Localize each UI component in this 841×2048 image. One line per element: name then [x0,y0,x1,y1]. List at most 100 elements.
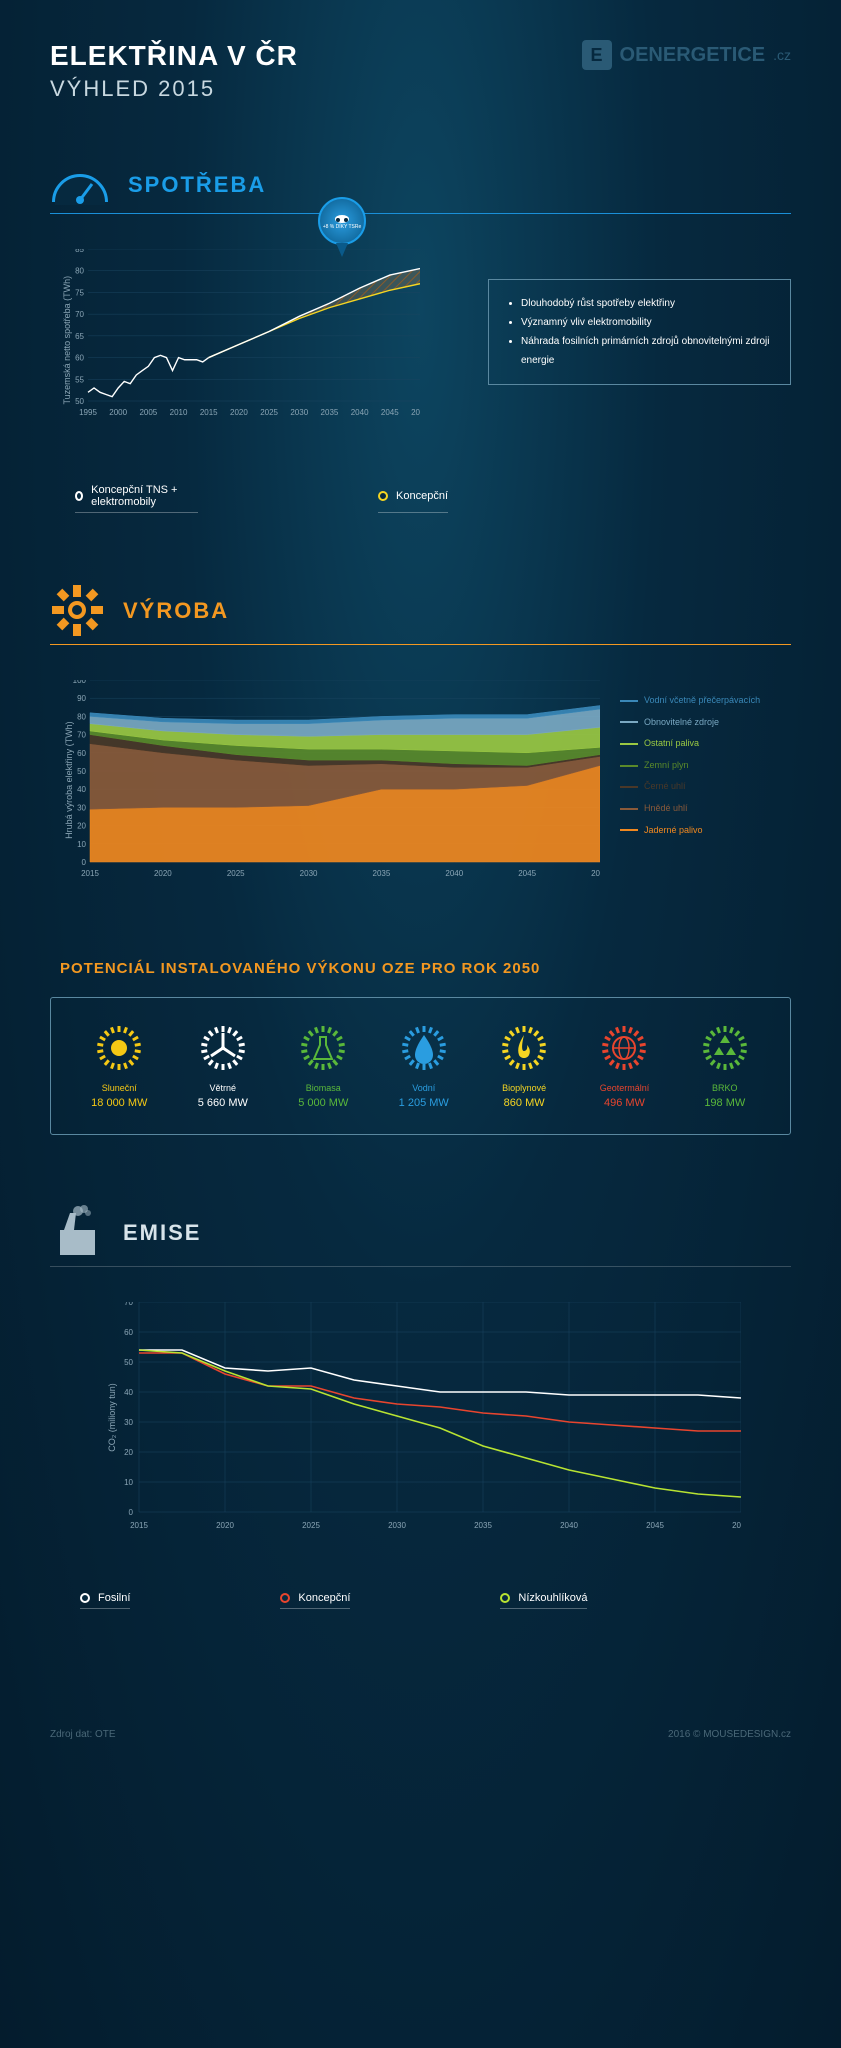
svg-text:2050: 2050 [411,408,420,417]
bullet: Náhrada fosilních primárních zdrojů obno… [521,332,772,370]
svg-text:1995: 1995 [79,408,97,417]
svg-text:10: 10 [77,840,86,849]
svg-text:2005: 2005 [139,408,157,417]
svg-text:2015: 2015 [130,1521,148,1530]
svg-text:2025: 2025 [302,1521,320,1530]
page-subtitle: VÝHLED 2015 [50,76,298,102]
legend-label: Koncepční [396,490,448,502]
brand-logo: E OENERGETICE.cz [582,40,791,70]
svg-text:60: 60 [77,749,86,758]
potential-item: BRKO198 MW [700,1023,750,1109]
svg-text:30: 30 [77,803,86,812]
svg-text:0: 0 [82,858,87,867]
bullet: Dlouhodobý růst spotřeby elektřiny [521,294,772,313]
potential-item: Větrné5 660 MW [198,1023,248,1109]
legend-label: Koncepční [298,1592,350,1604]
brand-icon: E [582,40,612,70]
svg-text:80: 80 [77,712,86,721]
svg-text:60: 60 [124,1328,133,1337]
svg-text:2030: 2030 [388,1521,406,1530]
svg-text:100: 100 [73,680,87,685]
chart2-legend: Vodní včetně přečerpávacíchObnovitelné z… [620,680,760,910]
svg-text:2050: 2050 [732,1521,741,1530]
brand-suffix: .cz [773,47,791,63]
page-title: ELEKTŘINA V ČR [50,40,298,72]
potential-title: POTENCIÁL INSTALOVANÉHO VÝKONU OZE PRO R… [50,960,791,977]
svg-text:2035: 2035 [321,408,339,417]
svg-text:50: 50 [75,397,84,406]
section-title: EMISE [123,1220,201,1246]
bullets-box: Dlouhodobý růst spotřeby elektřiny Význa… [488,279,791,385]
legend-item: Zemní plyn [620,755,760,777]
svg-text:85: 85 [75,249,84,254]
svg-text:40: 40 [77,785,86,794]
svg-text:2030: 2030 [300,869,318,878]
section-spotreba: SPOTŘEBA +8 % DÍKY TSRe 5055606570758085… [50,162,791,513]
legend-item: Černé uhlí [620,776,760,798]
svg-text:Hrubá výroba elektřiny (TWh): Hrubá výroba elektřiny (TWh) [64,721,74,839]
svg-text:2015: 2015 [81,869,99,878]
legend-label: Fosilní [98,1592,130,1604]
svg-text:40: 40 [124,1388,133,1397]
svg-text:50: 50 [77,767,86,776]
legend-label: Koncepční TNS + elektromobily [91,484,198,508]
chimney-icon [50,1205,105,1260]
potential-item: Sluneční18 000 MW [91,1023,147,1109]
svg-text:2035: 2035 [373,869,391,878]
section-vyroba: VÝROBA 010203040506070809010020152020202… [50,583,791,1135]
svg-text:70: 70 [77,731,86,740]
svg-text:2040: 2040 [445,869,463,878]
svg-text:20: 20 [124,1448,133,1457]
svg-text:10: 10 [124,1478,133,1487]
potential-item: Vodní1 205 MW [399,1023,449,1109]
svg-text:2020: 2020 [216,1521,234,1530]
footer-source: Zdroj dat: OTE [50,1729,116,1740]
svg-text:0: 0 [128,1508,133,1517]
svg-text:2040: 2040 [351,408,369,417]
legend-label: Nízkouhlíková [518,1592,587,1604]
svg-text:Tuzemská netto spotřeba (TWh): Tuzemská netto spotřeba (TWh) [62,276,72,405]
chart1-legend: Koncepční TNS + elektromobily Koncepční [60,484,448,513]
svg-text:2045: 2045 [646,1521,664,1530]
svg-text:70: 70 [124,1302,133,1307]
svg-text:2045: 2045 [518,869,536,878]
legend-item: Obnovitelné zdroje [620,712,760,734]
footer-credit: 2016 © MOUSEDESIGN.cz [668,1729,791,1740]
chart3-legend: Fosilní Koncepční Nízkouhlíková [50,1592,791,1609]
section-emise: EMISE 0102030405060702015202020252030203… [50,1205,791,1609]
svg-text:80: 80 [75,267,84,276]
svg-text:2010: 2010 [170,408,188,417]
section-title: VÝROBA [123,598,229,624]
svg-text:70: 70 [75,310,84,319]
legend-item: Ostatní paliva [620,733,760,755]
svg-text:2050: 2050 [591,869,600,878]
svg-text:65: 65 [75,332,84,341]
gauge-icon [50,162,110,207]
svg-text:2020: 2020 [154,869,172,878]
potential-item: Geotermální496 MW [599,1023,649,1109]
footer: Zdroj dat: OTE 2016 © MOUSEDESIGN.cz [0,1709,841,1765]
legend-item: Hnědé uhlí [620,798,760,820]
svg-text:2040: 2040 [560,1521,578,1530]
potential-item: Biomasa5 000 MW [298,1023,348,1109]
potential-panel: Sluneční18 000 MW Větrné5 660 MW Biomasa5 … [50,997,791,1135]
svg-text:2015: 2015 [200,408,218,417]
svg-text:2030: 2030 [290,408,308,417]
svg-text:2045: 2045 [381,408,399,417]
svg-text:2000: 2000 [109,408,127,417]
consumption-chart: +8 % DÍKY TSRe 5055606570758085199520002… [60,249,420,449]
production-chart: 0102030405060708090100201520202025203020… [60,680,600,910]
pin-label: +8 % DÍKY TSRe [323,224,362,230]
emissions-chart: 0102030405060702015202020252030203520402… [101,1302,741,1562]
svg-text:50: 50 [124,1358,133,1367]
bullet: Významný vliv elektromobility [521,313,772,332]
svg-text:2025: 2025 [227,869,245,878]
potential-item: Bioplynové860 MW [499,1023,549,1109]
svg-text:30: 30 [124,1418,133,1427]
gear-icon [50,583,105,638]
svg-text:55: 55 [75,375,84,384]
svg-text:2035: 2035 [474,1521,492,1530]
svg-text:2025: 2025 [260,408,278,417]
section-title: SPOTŘEBA [128,172,266,198]
svg-text:CO₂ (miliony tun): CO₂ (miliony tun) [107,1383,117,1452]
